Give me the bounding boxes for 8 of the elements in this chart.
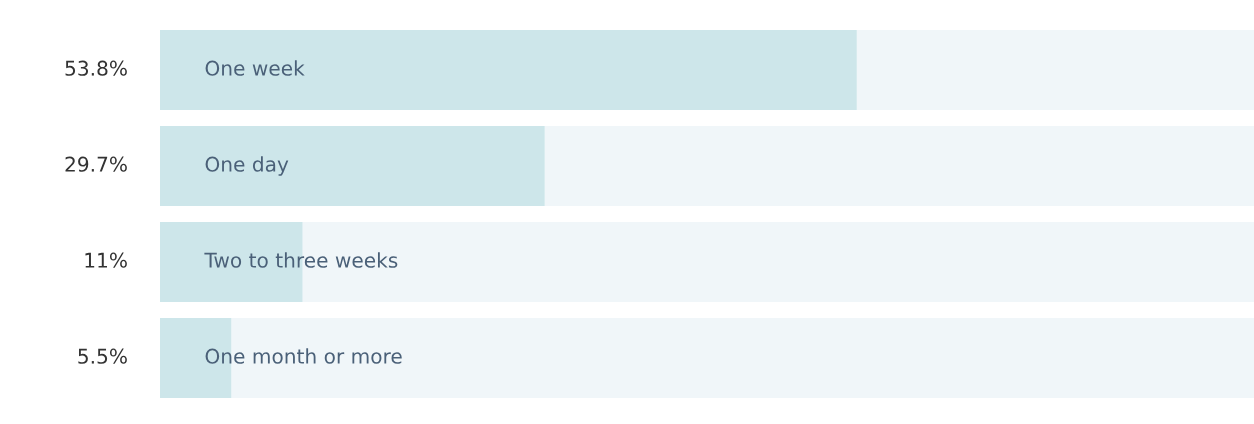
y-tick-label: One day bbox=[205, 156, 289, 176]
data-label: 29.7% bbox=[65, 156, 127, 172]
y-tick-label: One week bbox=[205, 60, 305, 76]
y-tick-label: Two to three weeks bbox=[204, 252, 398, 268]
y-tick-label: One month or more bbox=[205, 348, 402, 364]
data-label: 5.5% bbox=[78, 348, 127, 364]
data-label: 11% bbox=[85, 252, 127, 268]
data-label: 53.8% bbox=[65, 60, 127, 76]
